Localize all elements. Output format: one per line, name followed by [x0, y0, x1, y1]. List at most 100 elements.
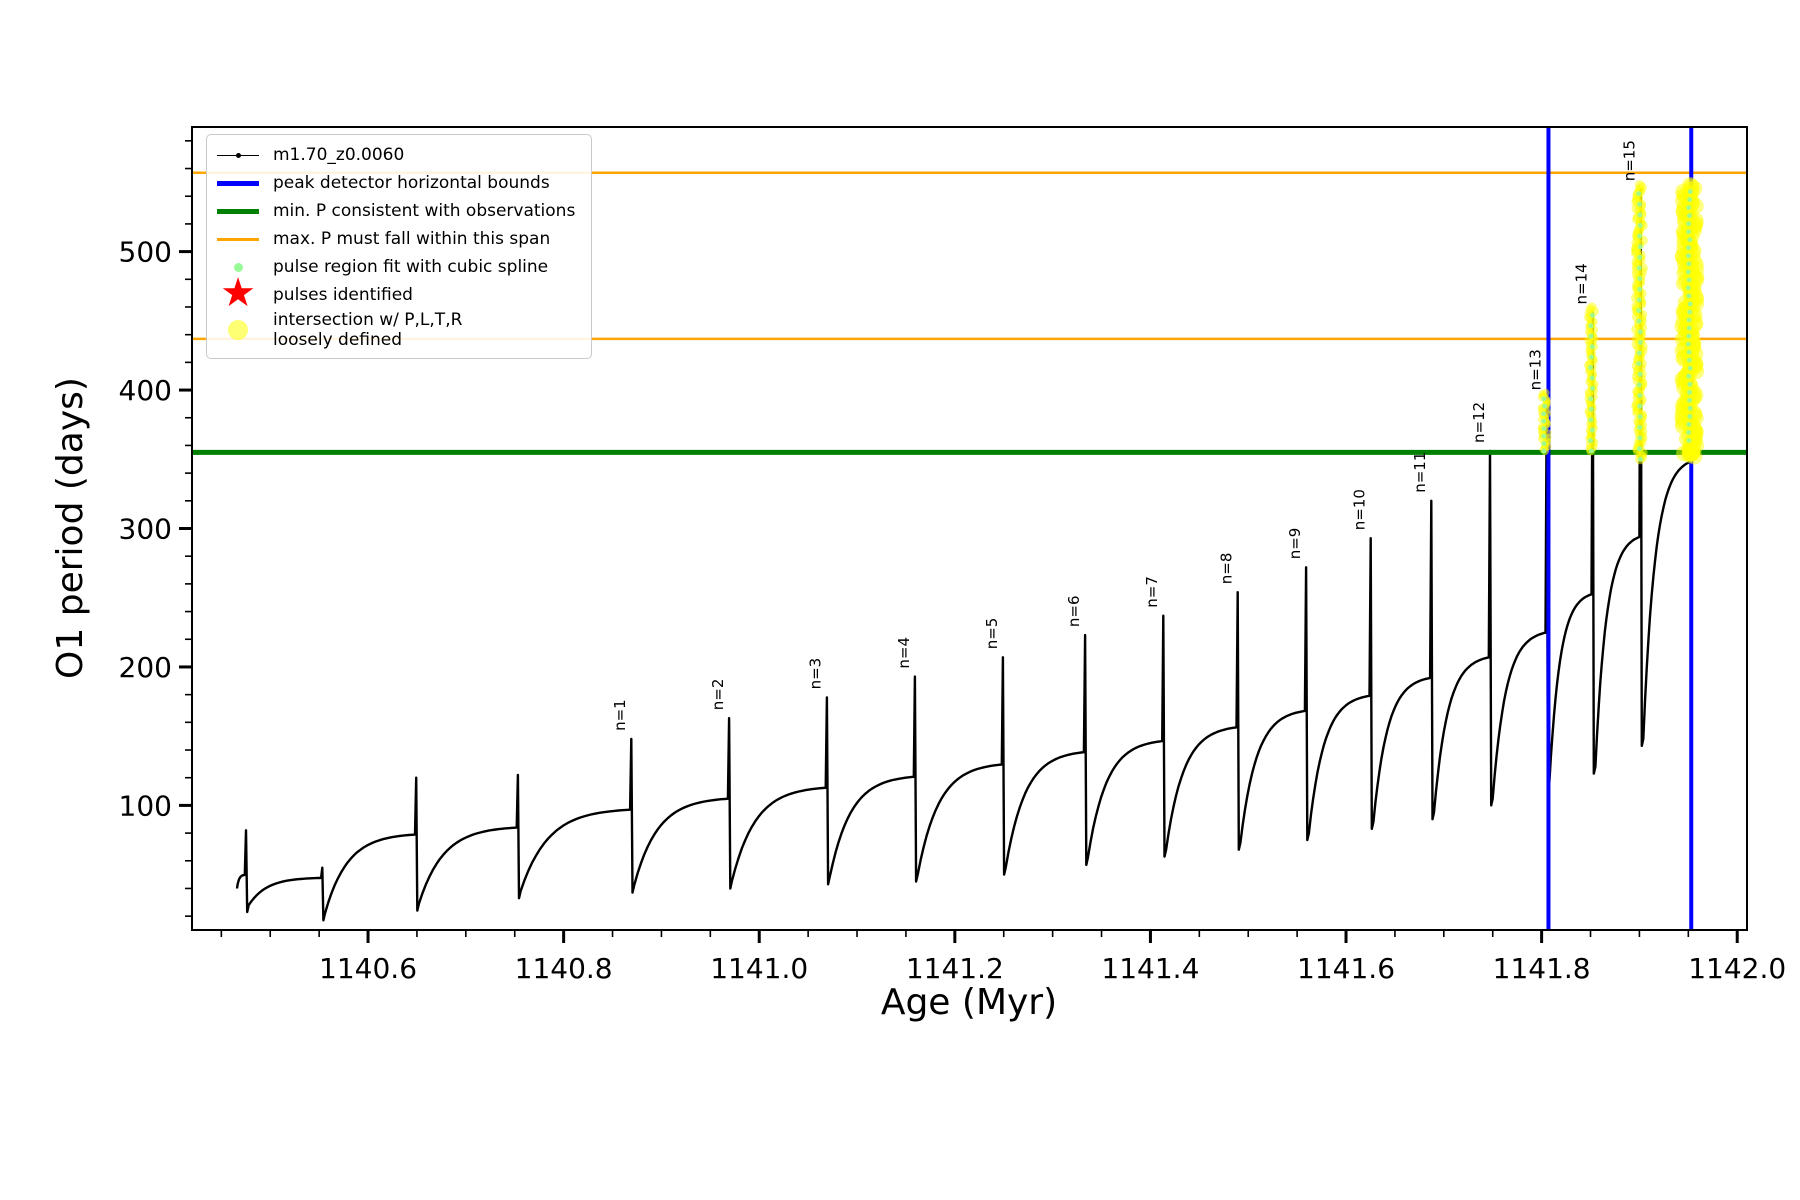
spline-dot-col2 [1637, 339, 1643, 345]
spline-dot-col0 [1541, 396, 1547, 402]
spline-dot-col2 [1637, 371, 1643, 377]
legend-label-min-p: min. P consistent with observations [273, 200, 576, 221]
spline-dot-col1 [1589, 344, 1595, 350]
spline-dot-col3 [1686, 357, 1692, 363]
spline-dot-col1 [1588, 438, 1594, 443]
spline-dot-col1 [1589, 427, 1595, 433]
spline-dot-col3 [1687, 405, 1693, 411]
yellow-dot-marker-icon [215, 317, 261, 343]
spline-dot-col3 [1686, 349, 1692, 355]
pulse-annotation: n=3 [807, 658, 825, 690]
legend-label-spline: pulse region fit with cubic spline [273, 256, 549, 277]
legend-label-peak-bounds: peak detector horizontal bounds [273, 172, 550, 193]
spline-dot-col3 [1686, 438, 1692, 443]
spline-dot-col2 [1636, 308, 1642, 313]
spline-dot-col3 [1686, 261, 1692, 267]
spline-dot-col3 [1687, 197, 1693, 203]
legend-label-intersection: intersection w/ P,L,T,R loosely defined [273, 310, 463, 351]
pulse-annotation: n=11 [1411, 452, 1429, 493]
spline-dot-col3 [1685, 285, 1691, 291]
legend-item-peak-bounds: peak detector horizontal bounds [215, 170, 575, 196]
spline-dot-col3 [1687, 237, 1693, 243]
pulse-annotation: n=9 [1286, 528, 1304, 560]
highlight-point [1682, 443, 1701, 462]
y-tick-label: 400 [119, 374, 172, 407]
y-tick-label: 100 [119, 789, 172, 822]
spline-dot-col3 [1686, 277, 1692, 283]
spline-dot-col2 [1637, 286, 1643, 292]
spline-dot-col1 [1588, 354, 1594, 360]
spline-dot-col0 [1541, 426, 1547, 432]
palegreen-dot-marker-icon [215, 254, 261, 280]
spline-dot-col3 [1687, 389, 1693, 395]
spline-dot-col3 [1686, 293, 1692, 299]
spline-dot-col2 [1636, 297, 1642, 303]
x-tick-label: 1142.0 [1688, 952, 1786, 985]
line-dot-marker-icon [215, 142, 261, 168]
pulse-annotation: n=8 [1218, 553, 1236, 585]
spline-dot-col3 [1686, 205, 1692, 211]
spline-dot-col3 [1687, 189, 1693, 195]
spline-dot-col0 [1542, 403, 1548, 409]
y-tick-label: 300 [119, 513, 172, 546]
pulse-annotation: n=14 [1573, 263, 1591, 304]
spline-dot-col3 [1685, 269, 1691, 275]
spline-dot-col3 [1686, 373, 1692, 379]
legend-item-series: m1.70_z0.0060 [215, 142, 575, 168]
spline-dot-col1 [1588, 365, 1593, 370]
legend-label-pulses: pulses identified [273, 284, 413, 305]
spline-dot-col2 [1637, 393, 1643, 398]
y-tick-label: 500 [119, 236, 172, 269]
spline-dot-col2 [1637, 414, 1643, 420]
intersection-dot-col0 [1541, 388, 1550, 397]
legend-item-pulses: ★ pulses identified [215, 270, 575, 316]
spline-dot-col3 [1686, 429, 1692, 435]
legend: m1.70_z0.0060 peak detector horizontal b… [206, 134, 593, 359]
spline-dot-col1 [1588, 448, 1594, 454]
pulse-annotation: n=15 [1620, 140, 1638, 181]
spline-dot-col1 [1588, 333, 1594, 339]
x-tick-label: 1141.2 [906, 952, 1004, 985]
spline-dot-col3 [1686, 325, 1692, 331]
spline-dot-col1 [1588, 406, 1594, 412]
legend-item-min-p: min. P consistent with observations [215, 198, 575, 224]
spline-dot-col3 [1686, 245, 1692, 251]
red-star-icon: ★ [220, 270, 256, 316]
intersection-dot-col3 [1682, 177, 1699, 194]
green-line-marker-icon [215, 198, 261, 224]
spline-dot-col3 [1686, 221, 1692, 227]
spline-dot-col0 [1541, 418, 1547, 424]
spline-dot-col2 [1636, 350, 1642, 356]
pulse-annotation: n=1 [611, 699, 629, 731]
spline-dot-col3 [1686, 421, 1692, 427]
legend-label-max-p: max. P must fall within this span [273, 228, 551, 249]
y-axis-label: O1 period (days) [50, 377, 91, 679]
x-tick-label: 1141.8 [1493, 952, 1591, 985]
series-curve [235, 188, 1691, 922]
spline-dot-col3 [1687, 309, 1693, 315]
pulse-annotation: n=5 [983, 618, 1001, 650]
spline-dot-col2 [1637, 233, 1643, 239]
spline-dot-col2 [1637, 456, 1643, 462]
spline-dot-col2 [1637, 244, 1643, 250]
x-tick-label: 1140.8 [515, 952, 613, 985]
axes-box [191, 126, 1748, 931]
spline-dot-col3 [1686, 229, 1692, 235]
spline-dot-col2 [1637, 329, 1643, 335]
spline-dot-col0 [1541, 411, 1547, 417]
spline-dot-col3 [1687, 213, 1692, 219]
spline-dot-col3 [1687, 397, 1692, 403]
spline-dot-col2 [1636, 265, 1642, 271]
spline-dot-col1 [1590, 385, 1595, 391]
spline-dot-col3 [1687, 365, 1693, 371]
spline-dot-col2 [1637, 254, 1643, 260]
spline-dot-col3 [1686, 333, 1692, 339]
spline-dot-col2 [1637, 435, 1643, 441]
legend-item-spline: pulse region fit with cubic spline [215, 254, 575, 280]
spline-dot-col2 [1636, 361, 1642, 367]
spline-dot-col2 [1637, 223, 1643, 228]
spline-dot-col3 [1686, 317, 1692, 323]
legend-label-series: m1.70_z0.0060 [273, 144, 405, 165]
